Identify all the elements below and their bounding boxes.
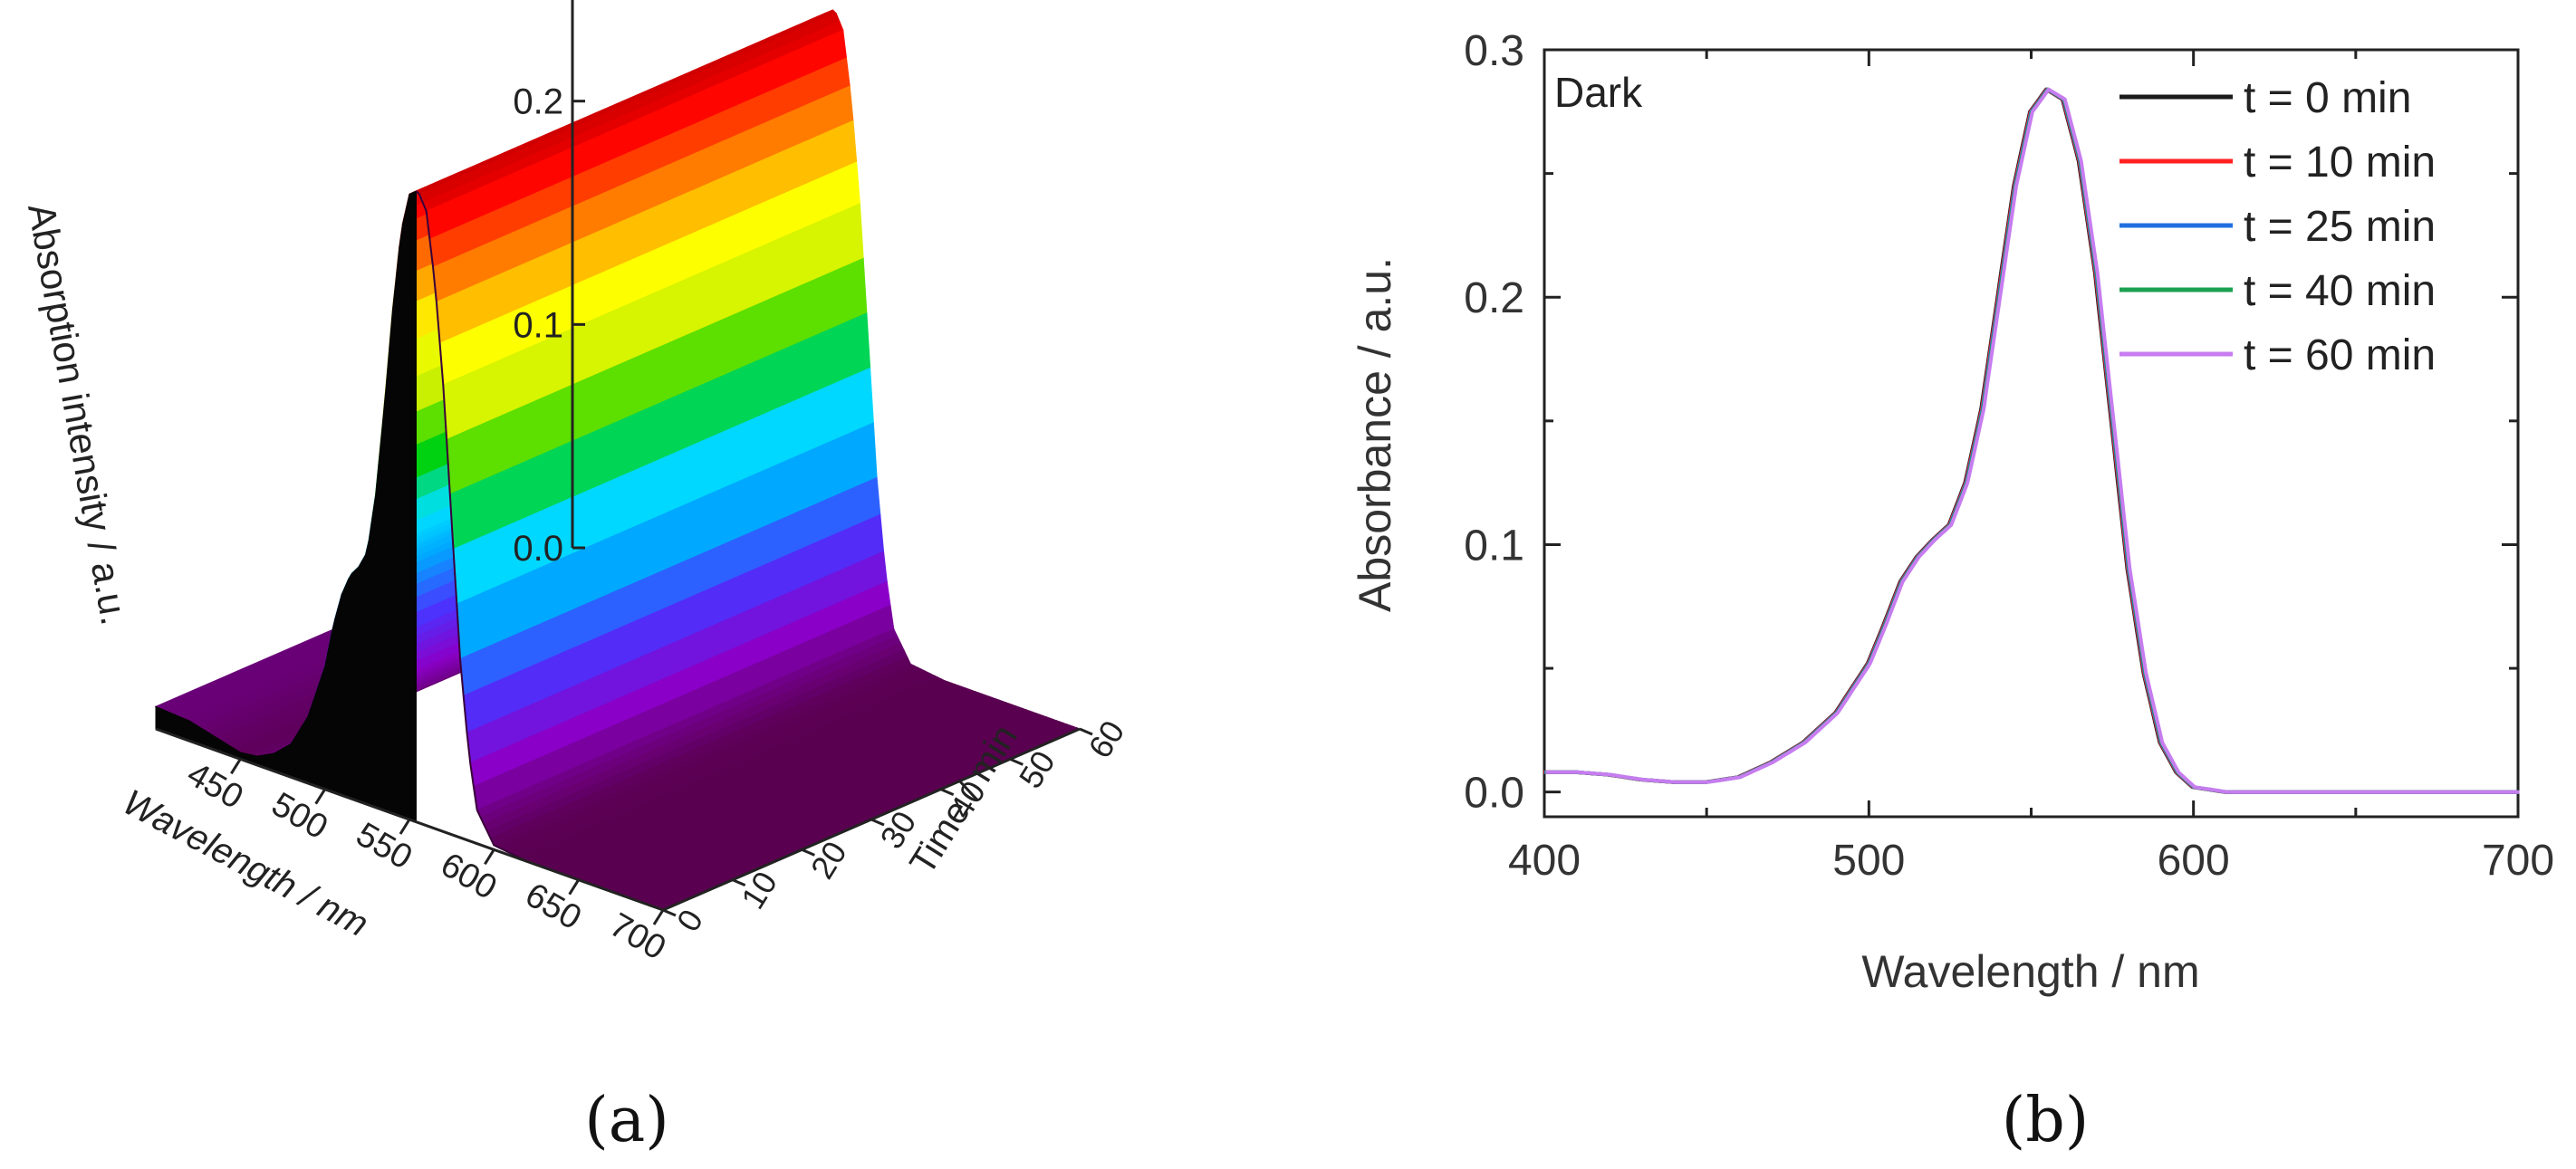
x-tick-label: 500 [1832,837,1905,885]
y-axis-title: Absorbance / a.u. [1350,257,1400,612]
series-line [1544,87,2519,794]
y-tick-label: 60 [1081,714,1131,765]
y-tick-mark [1079,727,1093,736]
y-tick-mark [940,788,955,797]
panel-label-b: (b) [2002,1085,2090,1156]
legend: t = 0 min t = 10 min t = 25 min t = 40 min t… [2119,74,2436,379]
legend-label: t = 25 min [2244,203,2436,251]
x-tick-mark [484,848,495,866]
y-tick-mark [732,878,746,887]
x-tick-mark [568,878,580,896]
y-tick-mark [870,818,885,827]
legend-label: t = 40 min [2244,267,2436,315]
x-tick-label: 700 [603,906,672,968]
y-tick-label: 0.3 [1464,27,1524,75]
panel-label-a: (a) [584,1085,669,1156]
y-tick-label: 0.1 [1464,522,1524,570]
z-tick-label: 0.0 [513,529,563,569]
x-tick-mark [399,819,411,835]
series-line [1543,87,2517,794]
front-profile [155,190,418,823]
axis-ticks [1543,48,2520,817]
x-tick-label: 600 [2158,837,2230,885]
x-tick-label: 450 [180,755,249,817]
y-tick-label: 0.2 [1464,274,1524,322]
series-lines [1543,87,2520,794]
x-tick-label: 550 [350,816,418,877]
series-line [1544,87,2518,794]
legend-label: t = 10 min [2244,139,2436,187]
x-tick-label: 400 [1508,837,1581,885]
z-tick-labels: 0.00.10.20.3 [513,82,585,569]
x-tick-label: 500 [265,785,334,847]
x-tick-label: 600 [434,846,503,907]
z-tick-label: 0.1 [513,305,563,345]
legend-label: t = 0 min [2244,74,2411,122]
x-tick-label: 700 [2482,837,2554,885]
series-line [1545,87,2520,794]
x-axis-title: Wavelength / nm [1861,946,2199,997]
y-tick-label: 0.0 [1464,770,1524,818]
y-tick-mark [662,908,677,917]
y-tick-mark [1009,757,1024,766]
y-tick-labels: 0.0 0.1 0.2 0.3 [1464,27,1524,818]
annotation-dark: Dark [1554,69,1643,116]
series-line [1543,87,2518,794]
y-tick-label: 0 [669,903,710,938]
x-tick-label: 650 [519,876,588,937]
x-tick-mark [652,909,665,925]
line-plot-panel: 0.0 0.1 0.2 0.3 400 500 600 700 Dark t = 0 min… [1350,27,2554,997]
z-axis-title: Absorption intensity / a.u. [20,200,136,628]
y-tick-mark [801,848,815,857]
x-tick-mark [230,758,242,775]
legend-label: t = 60 min [2244,331,2436,379]
z-tick-label: 0.2 [513,82,563,122]
x-axis-title: Wavelength / nm [117,782,375,944]
x-tick-mark [314,788,326,805]
x-tick-labels: 400 500 600 700 [1508,837,2554,885]
